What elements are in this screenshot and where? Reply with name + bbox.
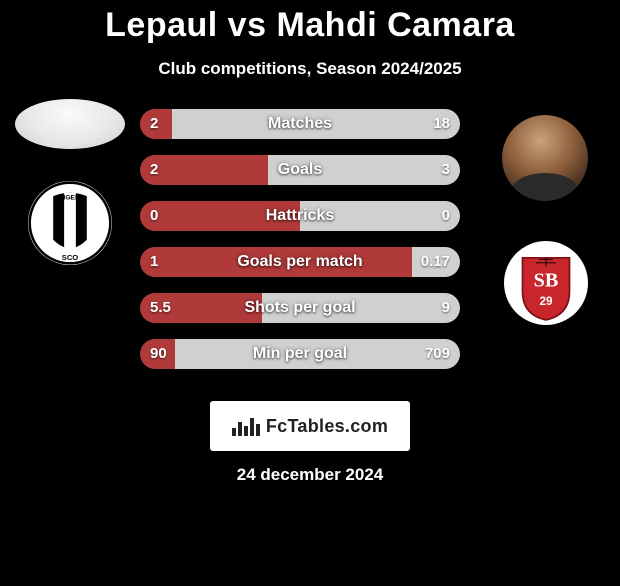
svg-text:SCO: SCO [62,253,78,262]
bar-chart-icon [232,416,260,436]
stat-bar-left [140,201,300,231]
stat-bar-left [140,293,262,323]
comparison-stage: ANGERS SCO SB 29 Matches218 Goals23 Hattri… [0,109,620,379]
stat-row: Matches218 [140,109,460,139]
page-title: Lepaul vs Mahdi Camara [0,6,620,45]
subtitle: Club competitions, Season 2024/2025 [0,59,620,79]
stat-bar-right [300,201,460,231]
stat-row: Min per goal90709 [140,339,460,369]
stat-bar-right [262,293,460,323]
svg-text:ANGERS: ANGERS [56,194,85,201]
stat-row: Goals per match10.17 [140,247,460,277]
brand-text: FcTables.com [266,416,388,437]
left-player-avatar [15,99,125,149]
stat-bar-left [140,339,175,369]
stat-row: Hattricks00 [140,201,460,231]
stat-bar-left [140,155,268,185]
left-team-badge: ANGERS SCO [28,181,112,265]
stat-bar-left [140,247,412,277]
right-player-avatar [502,115,588,201]
svg-text:SB: SB [534,269,559,291]
stat-bar-left [140,109,172,139]
stat-bar-right [175,339,460,369]
stat-bar-right [172,109,460,139]
stat-bar-right [268,155,460,185]
stat-bar-right [412,247,460,277]
stat-row: Shots per goal5.59 [140,293,460,323]
svg-text:29: 29 [539,295,553,308]
right-team-badge: SB 29 [504,241,588,325]
stat-row: Goals23 [140,155,460,185]
brand-logo: FcTables.com [210,401,410,451]
stat-bars: Matches218 Goals23 Hattricks00 Goals per ma… [140,109,460,385]
footer-date: 24 december 2024 [0,465,620,485]
